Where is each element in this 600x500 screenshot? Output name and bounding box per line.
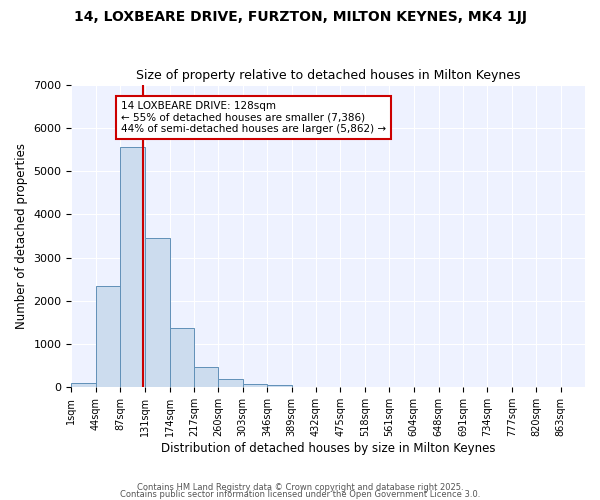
Bar bbox=[145, 238, 170, 387]
Text: 14, LOXBEARE DRIVE, FURZTON, MILTON KEYNES, MK4 1JJ: 14, LOXBEARE DRIVE, FURZTON, MILTON KEYN… bbox=[74, 10, 527, 24]
Bar bbox=[267, 385, 292, 387]
Bar bbox=[170, 328, 194, 387]
Bar bbox=[243, 384, 267, 387]
X-axis label: Distribution of detached houses by size in Milton Keynes: Distribution of detached houses by size … bbox=[161, 442, 496, 455]
Bar bbox=[96, 286, 120, 387]
Bar bbox=[194, 368, 218, 387]
Bar bbox=[71, 383, 96, 387]
Y-axis label: Number of detached properties: Number of detached properties bbox=[15, 143, 28, 329]
Bar bbox=[120, 147, 145, 387]
Bar bbox=[218, 378, 243, 387]
Title: Size of property relative to detached houses in Milton Keynes: Size of property relative to detached ho… bbox=[136, 69, 520, 82]
Text: Contains public sector information licensed under the Open Government Licence 3.: Contains public sector information licen… bbox=[120, 490, 480, 499]
Text: Contains HM Land Registry data © Crown copyright and database right 2025.: Contains HM Land Registry data © Crown c… bbox=[137, 484, 463, 492]
Text: 14 LOXBEARE DRIVE: 128sqm
← 55% of detached houses are smaller (7,386)
44% of se: 14 LOXBEARE DRIVE: 128sqm ← 55% of detac… bbox=[121, 101, 386, 134]
